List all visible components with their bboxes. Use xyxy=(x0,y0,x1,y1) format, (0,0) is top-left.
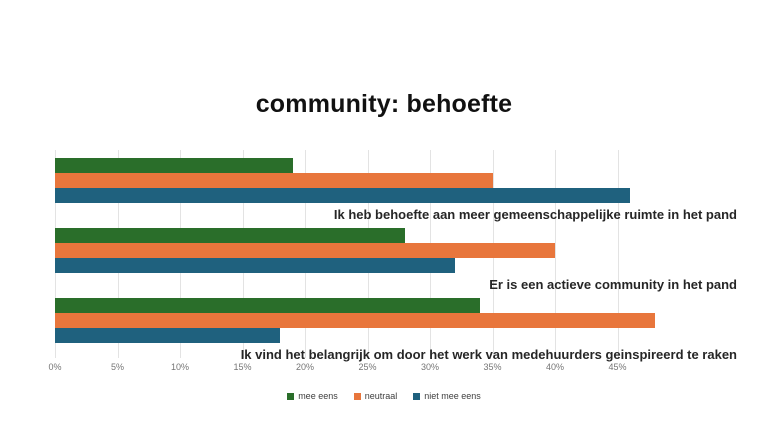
x-axis-tick-label: 5% xyxy=(110,362,124,372)
bar-neutraal xyxy=(55,243,555,258)
legend-item-mee-eens: mee eens xyxy=(287,391,338,401)
bar-niet-mee-eens xyxy=(55,258,455,273)
bar-niet-mee-eens xyxy=(55,328,280,343)
bar-niet-mee-eens xyxy=(55,188,630,203)
bar-neutraal xyxy=(55,313,655,328)
legend-swatch-neutraal xyxy=(353,392,361,400)
chart-title: community: behoefte xyxy=(255,90,513,118)
category-label: Ik heb behoefte aan meer gemeenschappeli… xyxy=(333,207,737,222)
gridline xyxy=(617,150,619,358)
legend-item-niet-mee-eens: niet mee eens xyxy=(413,391,481,401)
bar-mee-eens xyxy=(55,228,405,243)
bar-mee-eens xyxy=(55,158,293,173)
legend-label: neutraal xyxy=(364,391,398,401)
legend-label: mee eens xyxy=(298,391,338,401)
x-axis-tick-label: 25% xyxy=(358,362,377,372)
category-label: Er is een actieve community in het pand xyxy=(489,277,737,292)
bar-neutraal xyxy=(55,173,493,188)
legend-item-neutraal: neutraal xyxy=(353,391,398,401)
bar-mee-eens xyxy=(55,298,480,313)
x-axis-tick-label: 40% xyxy=(545,362,564,372)
legend: mee eens neutraal niet mee eens xyxy=(0,391,768,401)
x-axis-tick-label: 20% xyxy=(295,362,314,372)
x-axis-tick-label: 0% xyxy=(48,362,62,372)
legend-swatch-niet-mee-eens xyxy=(413,392,421,400)
x-axis-tick-label: 30% xyxy=(420,362,439,372)
legend-label: niet mee eens xyxy=(424,391,481,401)
x-axis-tick-label: 35% xyxy=(483,362,502,372)
bar-group xyxy=(55,298,745,343)
gridline xyxy=(555,150,556,358)
category-label: Ik vind het belangrijk om door het werk … xyxy=(240,347,737,362)
bar-group xyxy=(55,158,745,203)
x-axis-tick-label: 10% xyxy=(170,362,189,372)
plot-area: 0% 5% 10% 15% 20% 25% 30% 35% 40% 45% Ik heb behoe… xyxy=(48,150,745,372)
bar-group xyxy=(55,228,745,273)
legend-swatch-mee-eens xyxy=(287,392,295,400)
x-axis-tick-label: 15% xyxy=(233,362,252,372)
x-axis-tick-label: 45% xyxy=(608,362,627,372)
